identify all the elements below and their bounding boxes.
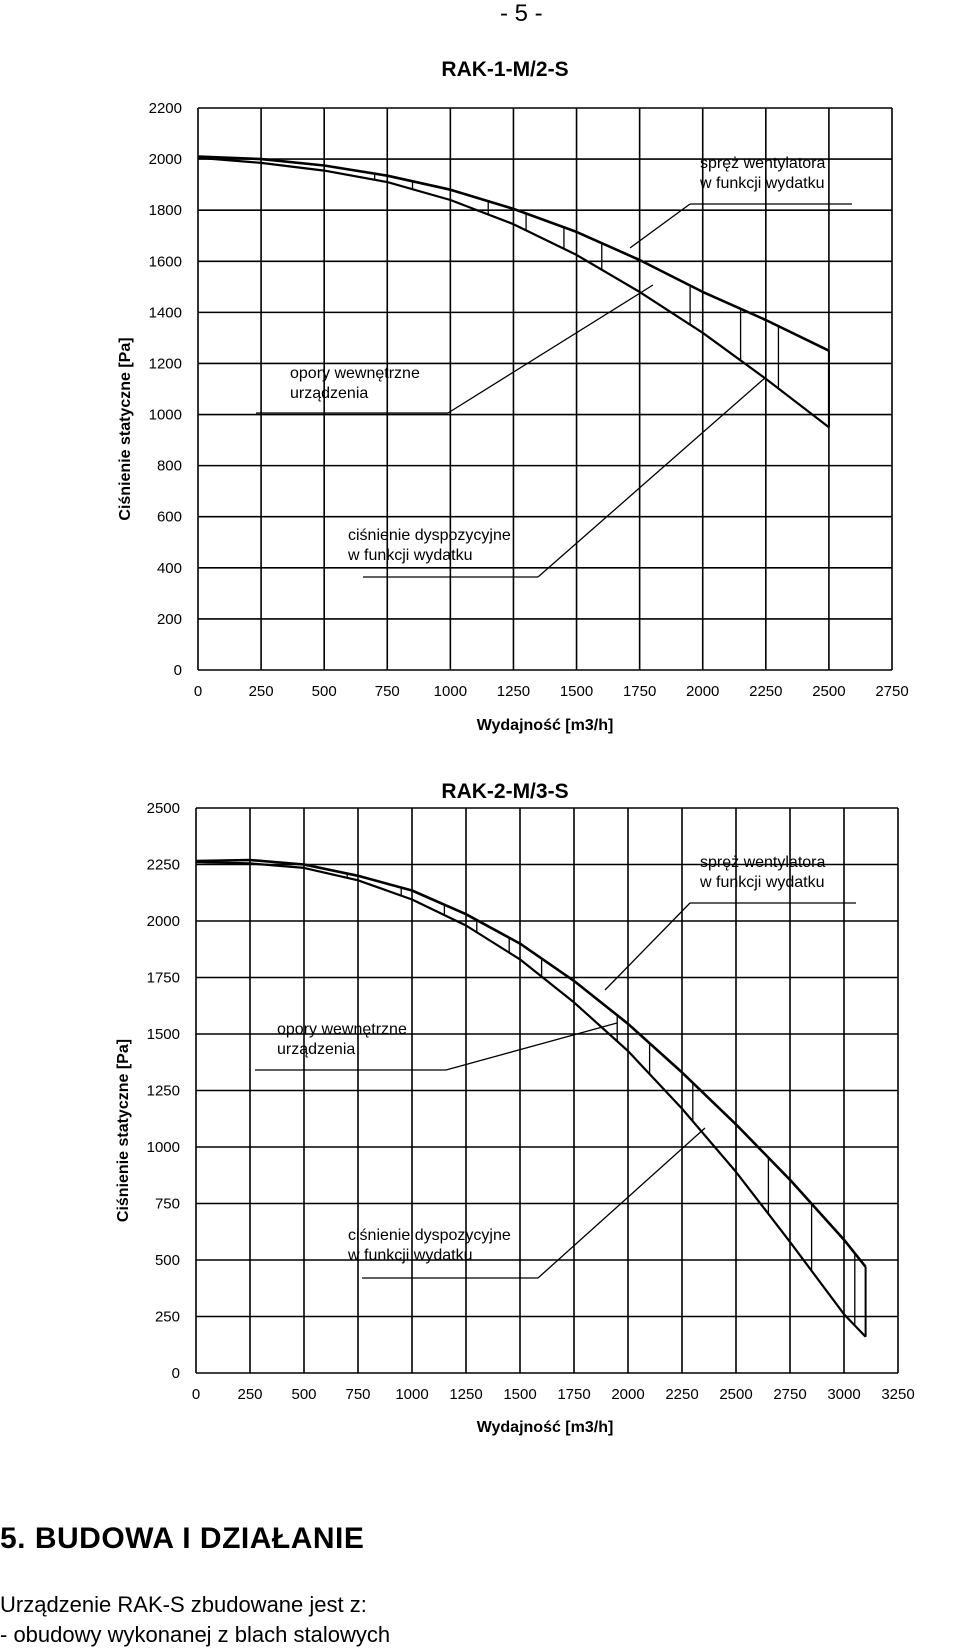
annotation-internal-text: urządzenia — [290, 385, 368, 402]
x-tick-label: 1750 — [623, 683, 656, 700]
y-tick-label: 250 — [155, 1309, 180, 1326]
x-tick-label: 1250 — [497, 683, 530, 700]
x-tick-label: 2500 — [812, 683, 845, 700]
x-tick-label: 500 — [312, 683, 337, 700]
annotation-available-text: w funkcji wydatku — [347, 1247, 473, 1264]
x-tick-label: 250 — [237, 1386, 262, 1403]
annotation-internal-text: urządzenia — [277, 1041, 355, 1058]
x-tick-label: 2750 — [773, 1386, 806, 1403]
x-tick-label: 2750 — [875, 683, 908, 700]
x-axis-label: Wydajność [m3/h] — [477, 717, 614, 734]
y-tick-label: 0 — [174, 662, 182, 679]
annotation-available-text: ciśnienie dyspozycyjne — [348, 1227, 511, 1244]
available-pressure-curve — [197, 156, 830, 429]
x-tick-label: 3250 — [881, 1386, 914, 1403]
x-tick-label: 2500 — [719, 1386, 752, 1403]
y-tick-label: 1000 — [147, 1139, 180, 1156]
y-tick-label: 1250 — [147, 1083, 180, 1100]
x-tick-label: 1500 — [560, 683, 593, 700]
y-tick-label: 2200 — [149, 100, 182, 117]
x-tick-label: 3000 — [827, 1386, 860, 1403]
y-tick-label: 1750 — [147, 970, 180, 987]
body-line-1: Urządzenie RAK-S zbudowane jest z: — [0, 1592, 367, 1617]
y-axis-label: Ciśnienie statyczne [Pa] — [115, 1039, 132, 1222]
y-tick-label: 600 — [157, 509, 182, 526]
section-heading: 5. BUDOWA I DZIAŁANIE — [0, 1522, 365, 1555]
fan-pressure-curve — [195, 858, 867, 1268]
y-tick-label: 1600 — [149, 253, 182, 270]
y-tick-label: 1500 — [147, 1026, 180, 1043]
x-tick-label: 1750 — [557, 1386, 590, 1403]
annotation-fan-leader — [604, 902, 691, 991]
body-text: Urządzenie RAK-S zbudowane jest z: - obu… — [0, 1590, 390, 1650]
y-tick-label: 1800 — [149, 202, 182, 219]
y-tick-label: 400 — [157, 560, 182, 577]
x-tick-label: 0 — [192, 1386, 200, 1403]
y-tick-label: 1400 — [149, 304, 182, 321]
y-tick-label: 2250 — [147, 857, 180, 874]
x-tick-label: 0 — [194, 683, 202, 700]
body-line-2: - obudowy wykonanej z blach stalowych — [0, 1622, 391, 1647]
annotation-internal-text: opory wewnętrzne — [290, 365, 420, 382]
x-tick-label: 2000 — [611, 1386, 644, 1403]
annotation-available-leader — [537, 1127, 706, 1279]
x-tick-label: 2250 — [665, 1386, 698, 1403]
y-tick-label: 200 — [157, 611, 182, 628]
x-tick-label: 1250 — [449, 1386, 482, 1403]
fan-pressure-curve — [197, 155, 830, 352]
chart-rak-2: 0 250 500 750 1000 1250 1500 1750 2000 2250 2500 27… — [115, 780, 915, 1436]
chart-title: RAK-1-M/2-S — [441, 58, 568, 81]
y-tick-label: 2500 — [147, 800, 180, 817]
annotation-internal-leader — [447, 284, 654, 414]
annotation-fan-text: w funkcji wydatku — [699, 874, 825, 891]
annotation-fan-text: spręż wentylatora — [700, 155, 825, 172]
x-tick-label: 1500 — [503, 1386, 536, 1403]
x-tick-label: 250 — [249, 683, 274, 700]
x-tick-label: 1000 — [434, 683, 467, 700]
x-tick-label: 750 — [375, 683, 400, 700]
chart-title: RAK-2-M/3-S — [441, 780, 568, 803]
y-axis-label: Ciśnienie statyczne [Pa] — [117, 337, 134, 520]
page-number: - 5 - — [500, 0, 543, 27]
y-tick-label: 0 — [172, 1365, 180, 1382]
y-tick-label: 800 — [157, 458, 182, 475]
x-tick-label: 2000 — [686, 683, 719, 700]
x-tick-label: 500 — [291, 1386, 316, 1403]
x-tick-label: 2250 — [749, 683, 782, 700]
y-tick-label: 2000 — [147, 913, 180, 930]
chart-rak-1: 0 250 500 750 1000 1250 1500 1750 2000 2250 2500 27… — [117, 58, 909, 734]
y-tick-label: 750 — [155, 1196, 180, 1213]
y-tick-label: 2000 — [149, 151, 182, 168]
x-axis-label: Wydajność [m3/h] — [477, 1419, 614, 1436]
annotation-available-text: ciśnienie dyspozycyjne — [348, 527, 511, 544]
x-tick-label: 1000 — [395, 1386, 428, 1403]
y-tick-label: 1200 — [149, 355, 182, 372]
annotation-available-text: w funkcji wydatku — [347, 547, 473, 564]
y-tick-label: 1000 — [149, 407, 182, 424]
annotation-internal-text: opory wewnętrzne — [277, 1021, 407, 1038]
annotation-fan-text: w funkcji wydatku — [699, 175, 825, 192]
x-tick-label: 750 — [345, 1386, 370, 1403]
annotation-internal-leader — [445, 1022, 618, 1071]
y-tick-label: 500 — [155, 1252, 180, 1269]
annotation-fan-text: spręż wentylatora — [700, 854, 825, 871]
annotation-fan-leader — [629, 203, 691, 249]
annotation-available-leader — [537, 376, 767, 578]
available-pressure-curve — [195, 861, 867, 1338]
